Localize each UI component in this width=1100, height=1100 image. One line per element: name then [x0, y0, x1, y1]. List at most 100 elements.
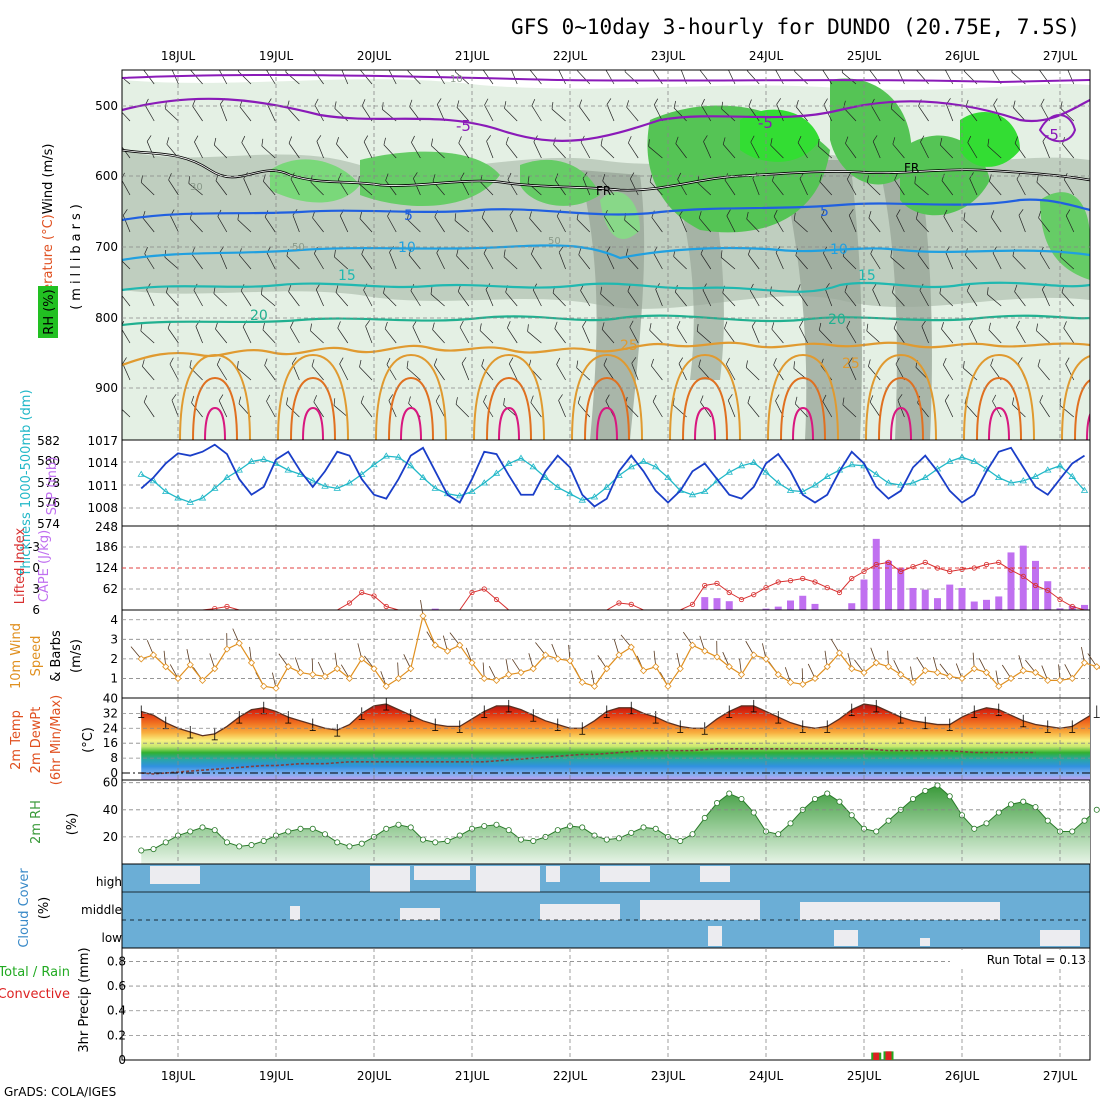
- rh-point: [812, 795, 819, 802]
- barb: [215, 322, 228, 344]
- barb: [191, 395, 203, 418]
- rh-point: [640, 824, 647, 831]
- ytick-62: 62: [103, 582, 118, 596]
- rh-point: [505, 827, 512, 834]
- thickness-point: [1056, 462, 1064, 469]
- label-precip-1: Total / Rain: [0, 965, 70, 980]
- li-point: [824, 584, 830, 591]
- barb: [872, 283, 881, 307]
- wind-point: [590, 682, 599, 690]
- barb: [817, 138, 833, 159]
- ytick-40: 40: [103, 691, 118, 705]
- barb: [365, 320, 373, 344]
- barb: [529, 70, 542, 85]
- thickness-point: [762, 468, 770, 475]
- barb: [334, 249, 349, 270]
- barb: [290, 320, 300, 344]
- contour-40: [694, 406, 716, 440]
- cloud-gaps: [150, 866, 1080, 946]
- cloud-high-label: high: [96, 875, 122, 889]
- barb: [482, 70, 494, 85]
- contour-30: [571, 353, 643, 440]
- cape-bar: [811, 603, 819, 610]
- thickness-point: [786, 486, 795, 493]
- li-point: [812, 579, 818, 585]
- wind-point: [137, 655, 145, 663]
- barb: [363, 135, 373, 159]
- rh-point: [518, 836, 525, 843]
- barb: [653, 98, 663, 122]
- barb: [916, 70, 929, 85]
- wind-point: [725, 663, 733, 671]
- barb: [941, 322, 954, 344]
- cloud-gap: [600, 866, 650, 882]
- precip-grid: [122, 948, 1090, 1060]
- upper-grid: [122, 70, 1090, 440]
- barb: [721, 101, 736, 122]
- rh-point: [162, 839, 169, 846]
- ytick-124: 124: [95, 561, 118, 575]
- wind-point: [541, 651, 550, 659]
- cape-bar: [872, 538, 880, 610]
- label-rh-30: 30: [190, 182, 203, 193]
- barb: [776, 98, 784, 122]
- barb: [486, 135, 494, 159]
- contour-30: [375, 353, 447, 440]
- thickness-markers: [137, 452, 1089, 505]
- li-point: [469, 589, 475, 596]
- contour-40: [792, 406, 814, 440]
- rh-point: [260, 837, 267, 844]
- barb: [629, 172, 639, 196]
- barb: [750, 135, 760, 159]
- barb: [1038, 210, 1050, 233]
- barb: [821, 210, 833, 233]
- label-minus5-b: -5: [758, 114, 773, 132]
- barb: [578, 247, 591, 270]
- barb: [650, 358, 663, 381]
- cloud-low-label: low: [102, 931, 123, 945]
- contour-40: [204, 406, 226, 440]
- wind-point: [1056, 676, 1064, 684]
- barb: [194, 135, 203, 159]
- barb: [818, 322, 833, 344]
- li-point: [714, 580, 720, 587]
- rh-point: [1020, 798, 1027, 805]
- barb: [1060, 101, 1075, 122]
- barb: [336, 137, 349, 159]
- contour-40: [302, 406, 324, 440]
- barb: [967, 135, 978, 159]
- label-25-b: 25: [842, 356, 860, 372]
- surface-barb: [893, 659, 902, 675]
- li-point: [481, 586, 487, 592]
- temp-contour-minus5: [122, 97, 1090, 143]
- cape-bar: [995, 596, 1003, 610]
- barb: [868, 359, 881, 381]
- barb: [699, 70, 712, 85]
- barb: [337, 321, 349, 344]
- barb: [890, 249, 905, 270]
- surface-rh-panel: 60 40 20 2m RH (%): [29, 776, 1100, 865]
- barb: [339, 357, 349, 381]
- thickness-point: [578, 496, 586, 503]
- barb: [484, 98, 494, 122]
- cape-bar: [885, 560, 892, 610]
- label-15-b: 15: [858, 268, 876, 284]
- lifted-index-markers: [212, 559, 1075, 612]
- barb: [188, 176, 203, 196]
- barb: [866, 175, 881, 196]
- thickness-point: [725, 468, 733, 475]
- barb: [122, 209, 131, 233]
- label-rh-50-b: 50: [548, 236, 561, 247]
- rh-point: [358, 840, 365, 847]
- barb: [603, 358, 615, 381]
- barb: [746, 211, 760, 233]
- barb: [601, 322, 615, 344]
- li-point: [224, 603, 230, 610]
- rh-point: [223, 839, 230, 846]
- rh-point: [493, 821, 500, 828]
- contour-40: [596, 406, 618, 440]
- wind-point: [211, 665, 219, 673]
- label-20-b: 20: [828, 312, 846, 328]
- rh-point: [946, 793, 953, 800]
- thickness-point: [162, 487, 170, 494]
